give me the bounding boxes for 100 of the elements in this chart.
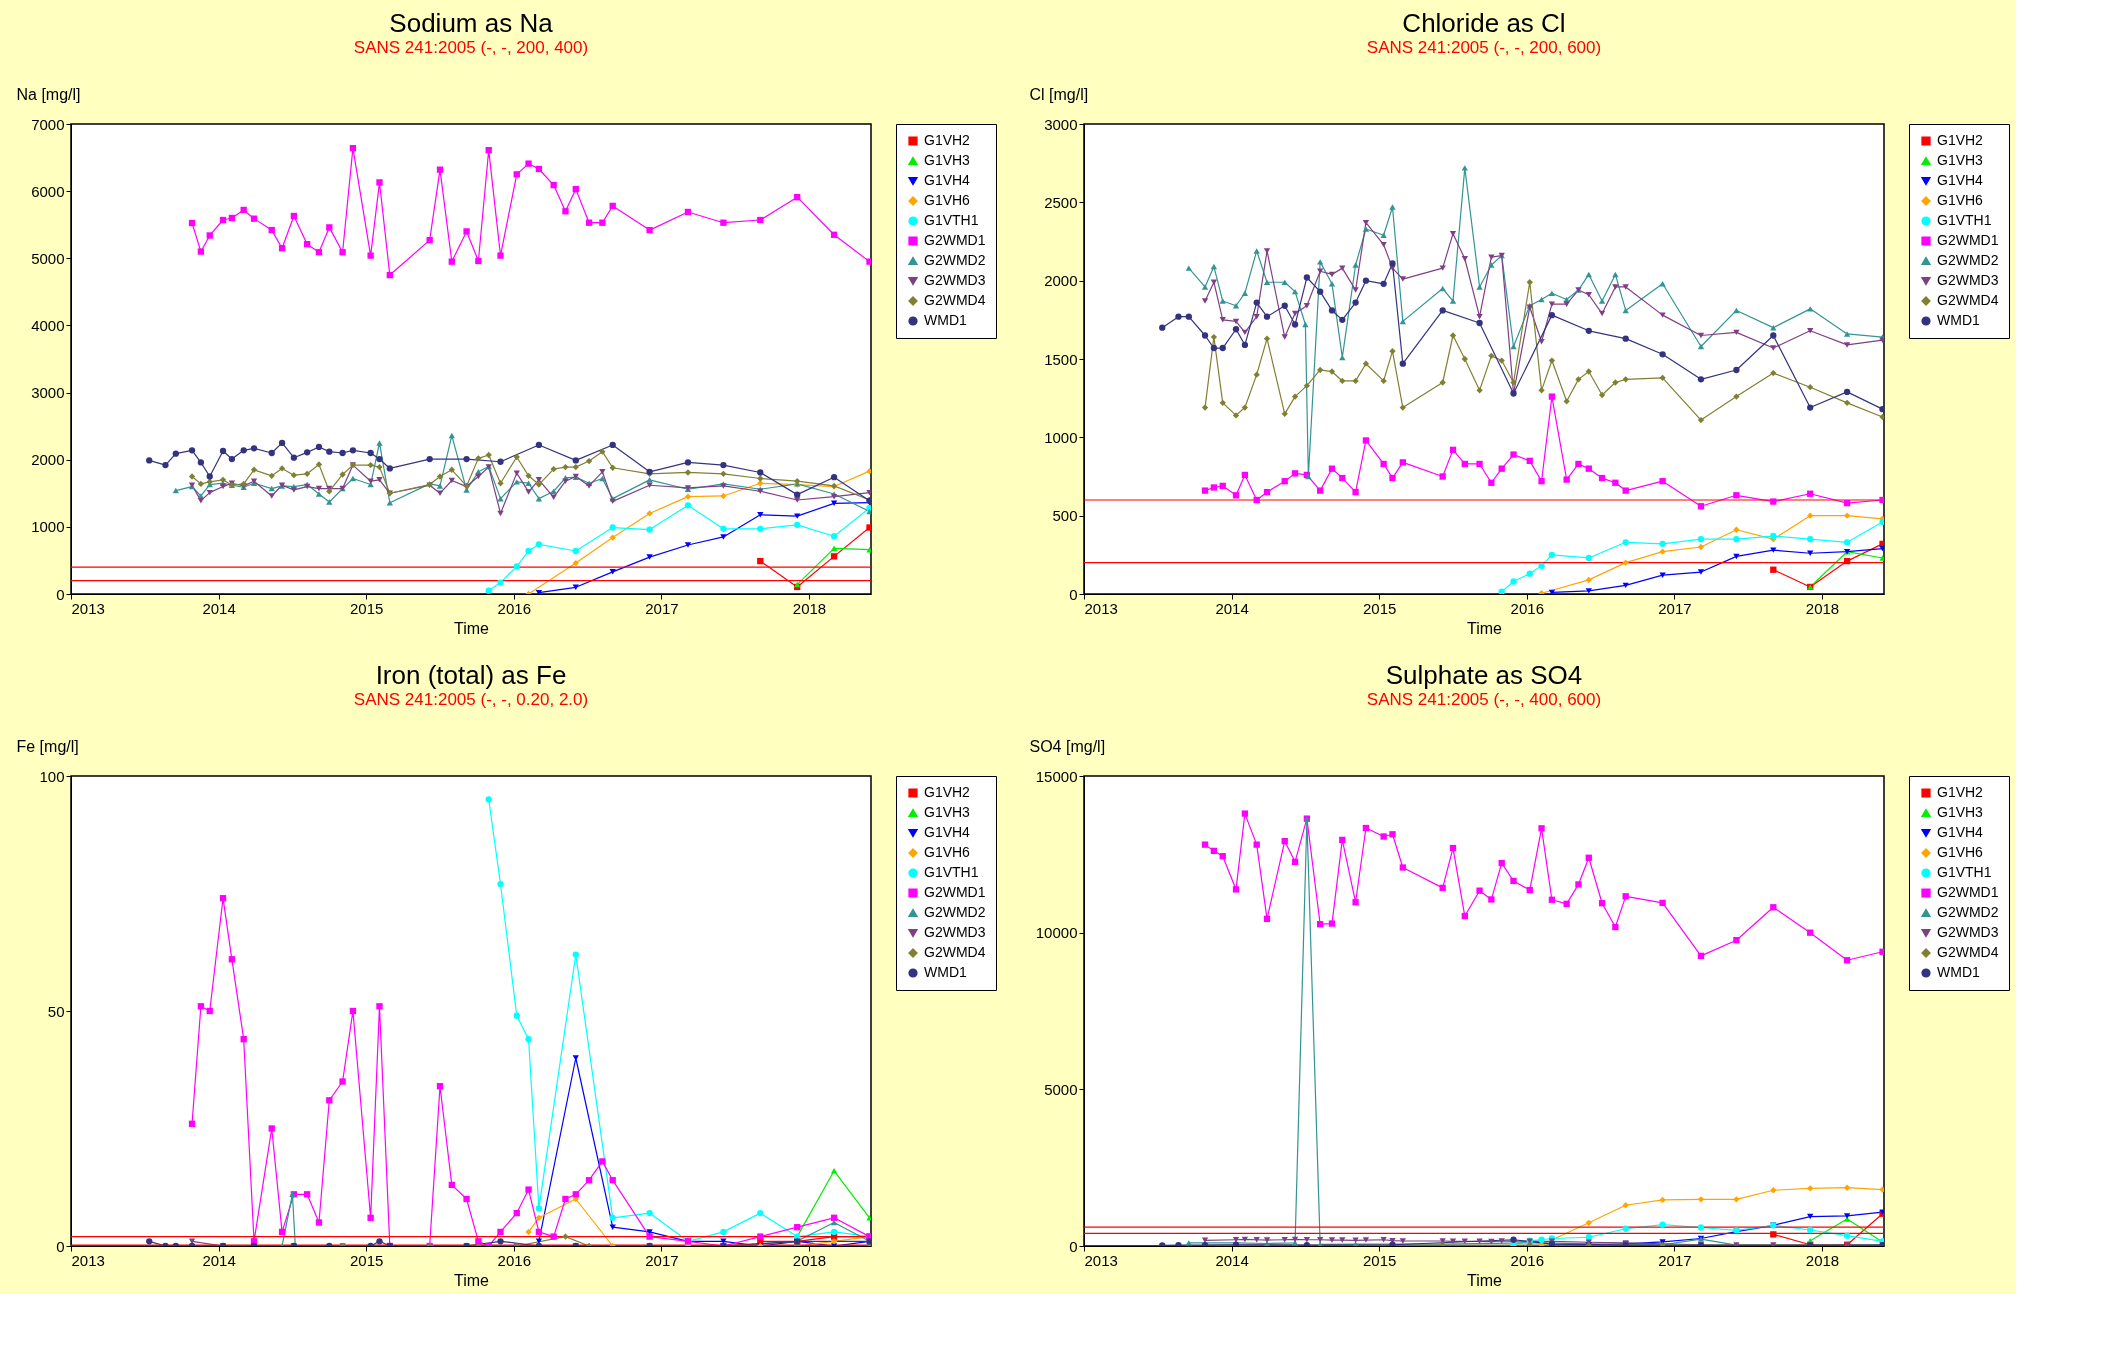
y-tick-label: 4000 <box>31 316 65 334</box>
legend-label: G1VH3 <box>924 804 971 820</box>
legend-label: G1VTH1 <box>924 212 979 228</box>
legend-label: G2WMD2 <box>924 252 986 268</box>
legend-label: G2WMD4 <box>924 292 986 308</box>
legend-label: WMD1 <box>924 312 967 328</box>
y-axis-title: Na [mg/l] <box>16 85 81 103</box>
x-tick-label: 2018 <box>1805 599 1840 617</box>
x-axis-title: Time <box>454 619 490 637</box>
legend-label: G1VH4 <box>1937 824 1984 840</box>
x-tick-label: 2013 <box>1084 599 1118 617</box>
legend-label: G1VH2 <box>924 784 971 800</box>
x-tick-label: 2013 <box>71 599 105 617</box>
legend-label: G2WMD4 <box>924 944 986 960</box>
legend-label: G2WMD4 <box>1937 292 1999 308</box>
x-tick-label: 2013 <box>1084 1251 1118 1269</box>
x-tick-label: 2014 <box>202 599 236 617</box>
x-tick-label: 2018 <box>792 1251 827 1269</box>
legend-label: G1VTH1 <box>1937 864 1992 880</box>
legend-label: G2WMD3 <box>924 924 986 940</box>
y-tick-label: 100 <box>39 767 65 785</box>
y-axis-title: Fe [mg/l] <box>16 737 79 755</box>
x-tick-label: 2014 <box>202 1251 236 1269</box>
y-tick-label: 15000 <box>1035 767 1078 785</box>
x-axis-title: Time <box>1467 619 1503 637</box>
legend-label: G1VH6 <box>1937 192 1984 208</box>
y-axis-title: Cl [mg/l] <box>1029 85 1089 103</box>
legend-label: G1VH4 <box>924 824 971 840</box>
legend-label: G1VH6 <box>924 844 971 860</box>
y-tick-label: 1500 <box>1044 350 1078 368</box>
y-tick-label: 7000 <box>31 115 65 133</box>
legend-label: G1VTH1 <box>924 864 979 880</box>
legend-label: G1VH2 <box>1937 784 1984 800</box>
y-axis-title: SO4 [mg/l] <box>1029 737 1106 755</box>
x-axis-title: Time <box>454 1271 490 1289</box>
chart-subtitle: SANS 241:2005 (-, -, 400, 600) <box>1366 690 1602 709</box>
legend-label: G1VH2 <box>924 132 971 148</box>
chart-subtitle: SANS 241:2005 (-, -, 0.20, 2.0) <box>353 690 589 709</box>
legend-label: G2WMD2 <box>1937 252 1999 268</box>
y-tick-label: 0 <box>1069 585 1078 603</box>
y-tick-label: 3000 <box>1044 115 1078 133</box>
legend-label: G2WMD1 <box>924 232 986 248</box>
x-tick-label: 2017 <box>1658 1251 1692 1269</box>
x-tick-label: 2016 <box>1510 599 1544 617</box>
legend-label: G1VH2 <box>1937 132 1984 148</box>
x-tick-label: 2014 <box>1215 1251 1249 1269</box>
y-tick-label: 1000 <box>31 518 65 536</box>
x-tick-label: 2017 <box>645 599 679 617</box>
legend-label: G2WMD1 <box>1937 232 1999 248</box>
chart-subtitle: SANS 241:2005 (-, -, 200, 400) <box>353 38 589 57</box>
legend-label: G1VH3 <box>1937 152 1984 168</box>
legend-label: G2WMD3 <box>1937 924 1999 940</box>
legend-label: G1VH6 <box>924 192 971 208</box>
legend-label: G1VH4 <box>1937 172 1984 188</box>
legend-label: WMD1 <box>1937 964 1980 980</box>
x-tick-label: 2017 <box>645 1251 679 1269</box>
x-tick-label: 2015 <box>350 599 384 617</box>
x-tick-label: 2018 <box>792 599 827 617</box>
legend-label: G1VH3 <box>924 152 971 168</box>
chart-title: Chloride as Cl <box>1402 8 1566 38</box>
legend-label: G1VTH1 <box>1937 212 1992 228</box>
legend-label: G2WMD4 <box>1937 944 1999 960</box>
y-tick-label: 6000 <box>31 182 65 200</box>
x-tick-label: 2018 <box>1805 1251 1840 1269</box>
x-tick-label: 2016 <box>497 599 531 617</box>
legend-label: G2WMD1 <box>924 884 986 900</box>
legend-label: G2WMD3 <box>1937 272 1999 288</box>
x-tick-label: 2016 <box>1510 1251 1544 1269</box>
chart-title: Iron (total) as Fe <box>375 660 567 690</box>
legend-label: G1VH6 <box>1937 844 1984 860</box>
y-tick-label: 0 <box>1069 1237 1078 1255</box>
y-tick-label: 3000 <box>31 384 65 402</box>
legend-label: G2WMD1 <box>1937 884 1999 900</box>
y-tick-label: 500 <box>1052 507 1078 525</box>
y-tick-label: 1000 <box>1044 428 1078 446</box>
x-tick-label: 2016 <box>497 1251 531 1269</box>
chart-title: Sodium as Na <box>389 8 554 38</box>
x-tick-label: 2017 <box>1658 599 1692 617</box>
y-tick-label: 0 <box>56 585 65 603</box>
chart-subtitle: SANS 241:2005 (-, -, 200, 600) <box>1366 38 1602 57</box>
legend-label: G1VH3 <box>1937 804 1984 820</box>
legend-label: WMD1 <box>924 964 967 980</box>
y-tick-label: 50 <box>47 1002 65 1020</box>
legend-label: G2WMD3 <box>924 272 986 288</box>
y-tick-label: 0 <box>56 1237 65 1255</box>
legend-label: G1VH4 <box>924 172 971 188</box>
legend-label: G2WMD2 <box>924 904 986 920</box>
chart-title: Sulphate as SO4 <box>1385 660 1583 690</box>
x-tick-label: 2015 <box>1363 1251 1397 1269</box>
y-tick-label: 5000 <box>31 249 65 267</box>
x-tick-label: 2013 <box>71 1251 105 1269</box>
y-tick-label: 2000 <box>31 451 65 469</box>
y-tick-label: 10000 <box>1035 924 1078 942</box>
legend-label: G2WMD2 <box>1937 904 1999 920</box>
x-tick-label: 2015 <box>350 1251 384 1269</box>
x-tick-label: 2014 <box>1215 599 1249 617</box>
y-tick-label: 2500 <box>1044 193 1078 211</box>
y-tick-label: 5000 <box>1044 1080 1078 1098</box>
legend-label: WMD1 <box>1937 312 1980 328</box>
y-tick-label: 2000 <box>1044 272 1078 290</box>
